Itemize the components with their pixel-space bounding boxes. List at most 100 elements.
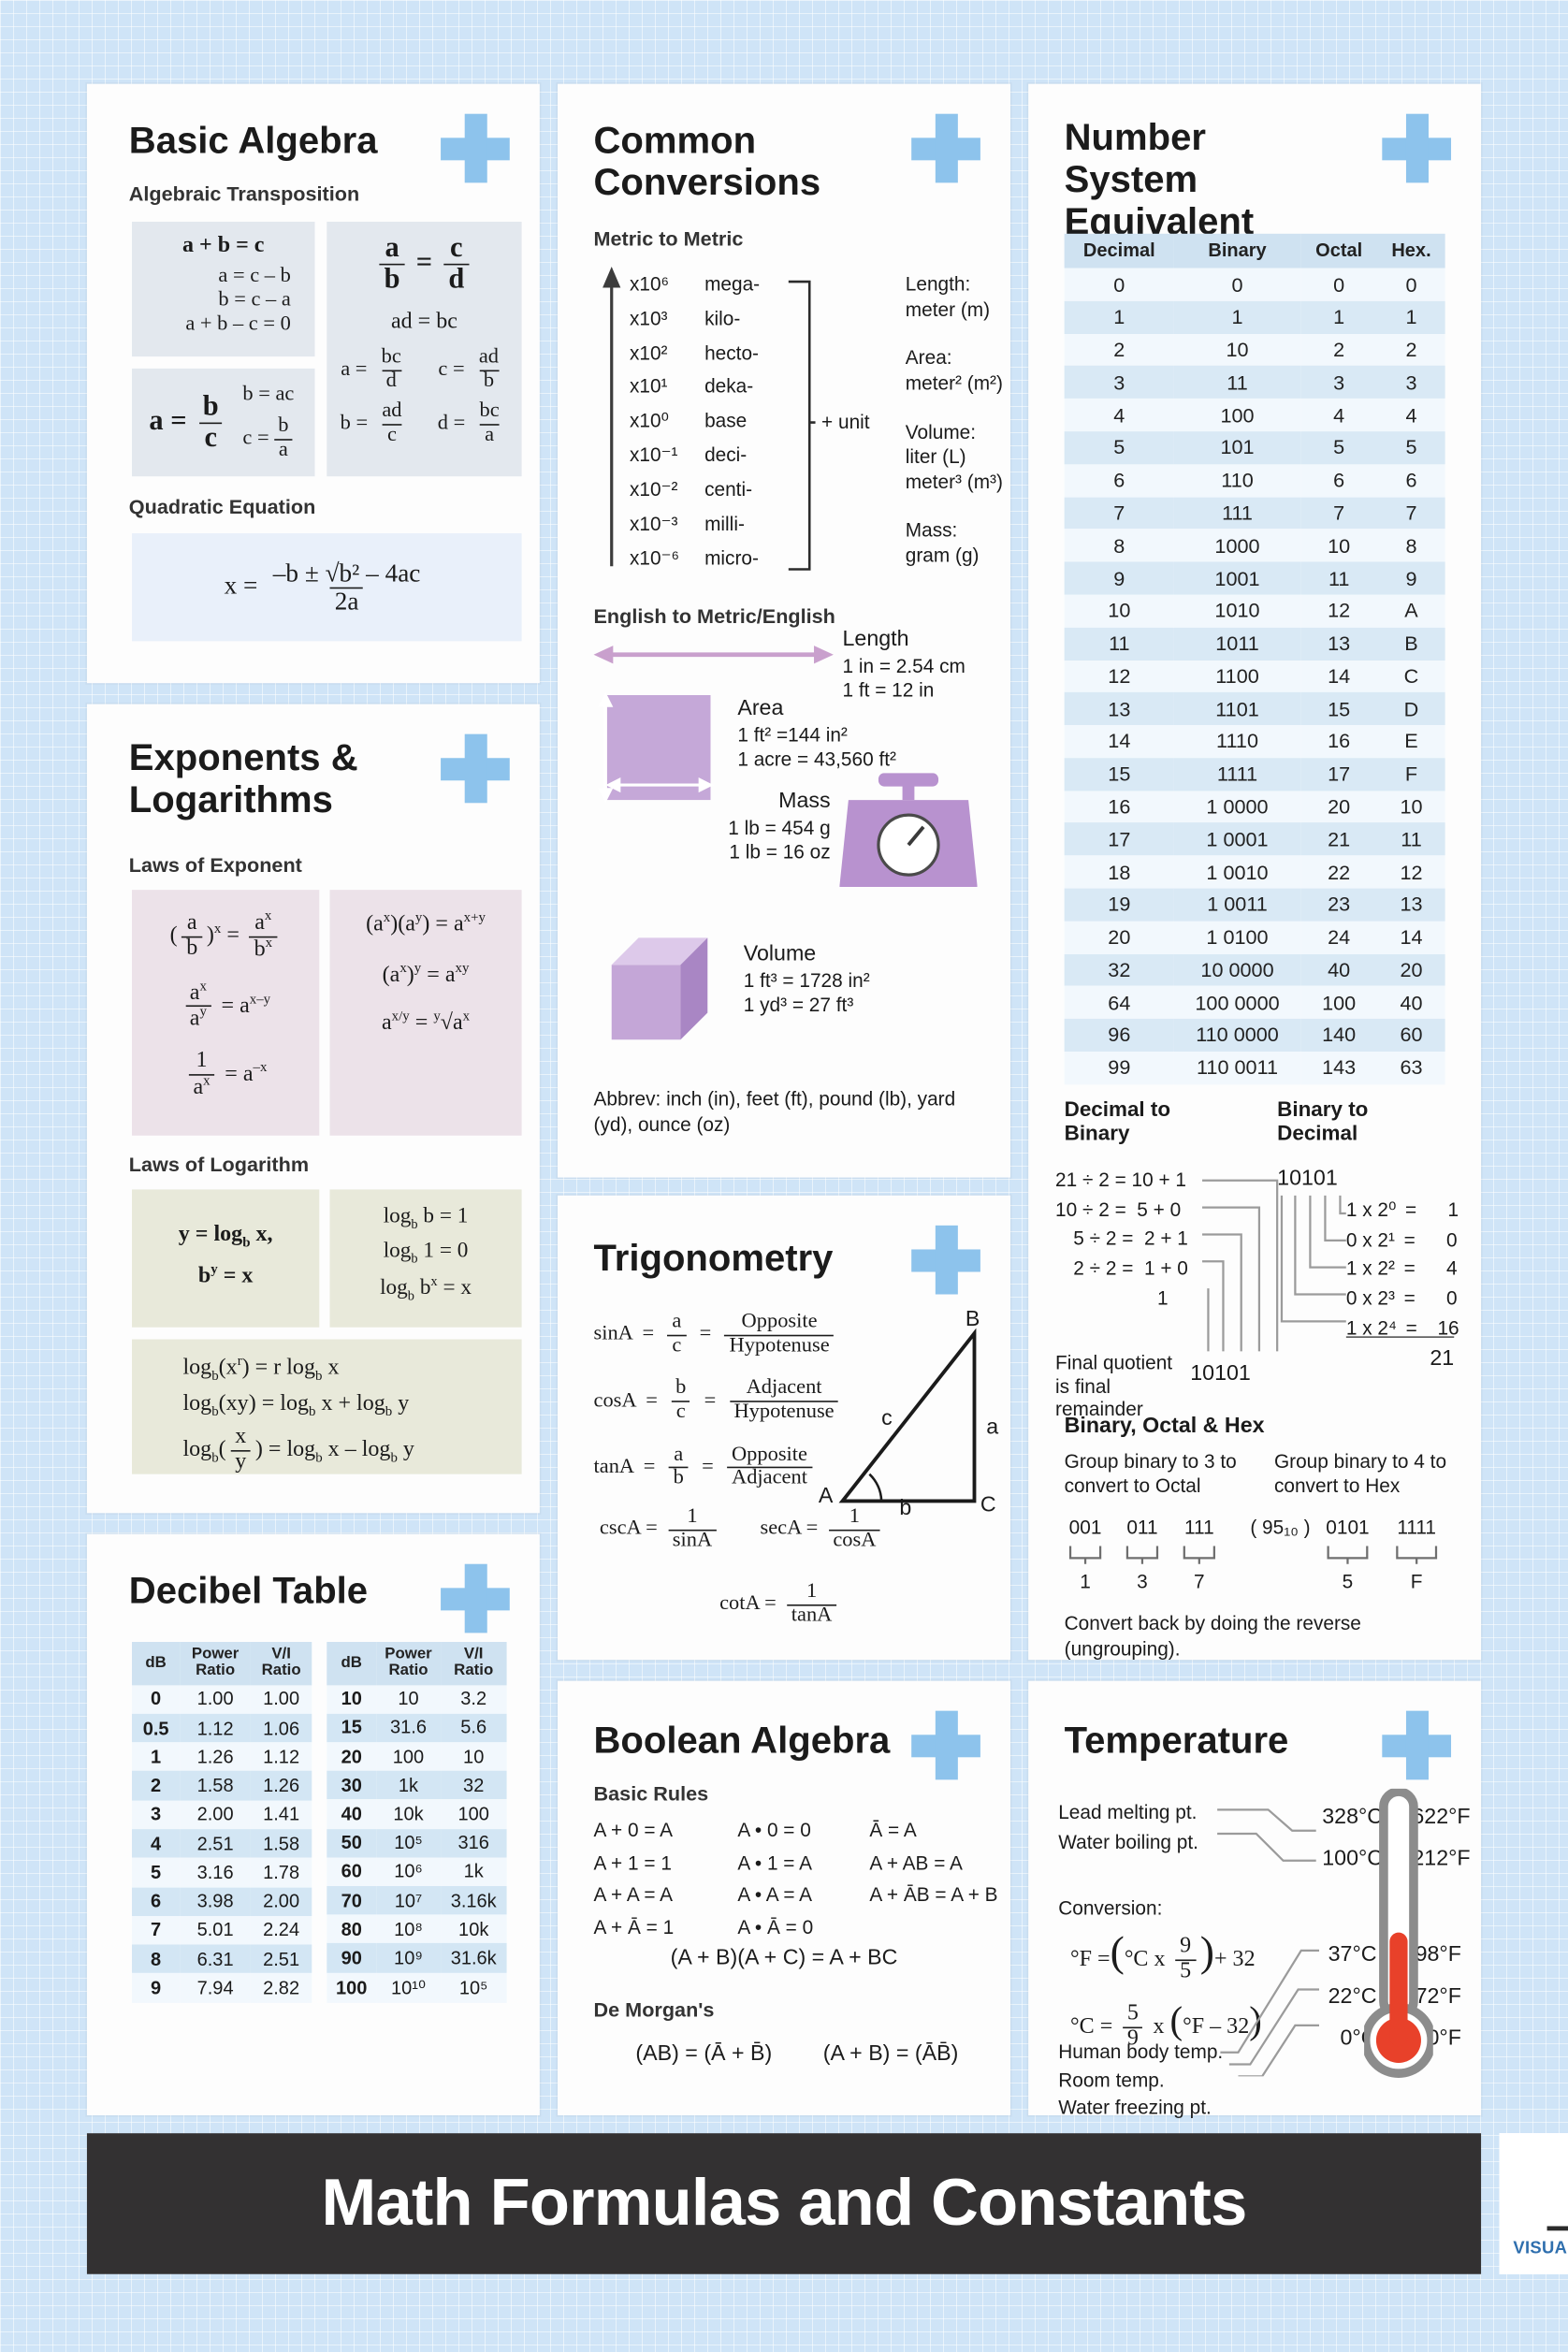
trig-recip-0-den: sinA <box>667 1529 717 1552</box>
table-cell: 1000 <box>1174 529 1300 562</box>
bool-c1-0: A + 0 = A <box>593 1818 674 1841</box>
area-square-icon <box>605 694 711 801</box>
table-cell: 1001 <box>1174 561 1300 595</box>
bool-c3-2: A + ĀB = A + B <box>869 1883 998 1907</box>
table-cell: 1 0010 <box>1174 855 1300 889</box>
table-cell: 9 <box>1377 561 1445 595</box>
table-cell: 1k <box>440 1857 507 1886</box>
table-cell: 19 <box>1064 888 1175 922</box>
octal-brackets-icon <box>1068 1546 1215 1564</box>
table-cell: 1100 <box>1174 660 1300 693</box>
table-cell: 5 <box>132 1857 181 1887</box>
btd-divider <box>1345 1336 1455 1339</box>
table-cell: 23 <box>1299 888 1378 922</box>
table-cell: 140 <box>1299 1019 1378 1052</box>
octal-note: Group binary to 3 to convert to Octal <box>1064 1450 1237 1497</box>
table-cell: 1 0001 <box>1174 822 1300 856</box>
table-cell: 3.16k <box>440 1885 507 1915</box>
formula-box-exponent-left: (a b)x = ax bx ax ay = ax–y 1 ax = a–x <box>132 890 320 1136</box>
table-cell: 10¹⁰ <box>376 1972 441 2003</box>
trig-fn-0-den: Hypotenuse <box>724 1334 835 1357</box>
table-cell: 16 <box>1299 725 1378 758</box>
unit-value-2: liter (L) <box>905 444 966 468</box>
log-left-0: y = logb x, <box>178 1222 273 1252</box>
table-row: 7 5.01 2.24 <box>132 1915 312 1945</box>
trig-recip-1-den: cosA <box>828 1529 881 1552</box>
table-cell: 3.16 <box>180 1857 251 1887</box>
table-row: 9 1001 11 9 <box>1064 561 1445 595</box>
trig-recip-1: secA = 1 cosA <box>760 1506 885 1553</box>
prefix-7: milli- <box>704 512 745 535</box>
octal-groups: 001 011 111 <box>1065 1516 1221 1541</box>
prop3-den: a <box>480 424 499 447</box>
table-cell: 40 <box>1377 986 1445 1020</box>
prefix-8: micro- <box>704 545 759 569</box>
table-cell: 1.58 <box>250 1829 312 1858</box>
table-cell: 1.58 <box>180 1771 251 1801</box>
btd-term-0: 1 x 2⁰ = 1 <box>1346 1198 1459 1224</box>
boolean-col-1: A + 0 = A A + 1 = 1 A + A = A A + Ā = 1 <box>594 1819 675 1941</box>
table-cell: 8 <box>1377 529 1445 562</box>
formula-box-log-left: y = logb x, by = x <box>132 1189 320 1328</box>
area-line-0: 1 ft² =144 in² <box>737 723 848 747</box>
table-cell: 21 <box>1299 822 1378 856</box>
card-exponents-logarithms: Exponents & Logarithms Laws of Exponent … <box>86 704 540 1514</box>
table-cell: 1101 <box>1174 692 1300 726</box>
exp-right-1: (ax)y = axy <box>382 962 470 988</box>
heading-bin-to-dec: Binary to Decimal <box>1277 1096 1369 1145</box>
table-cell: 100 <box>440 1799 507 1829</box>
btd-e2: = <box>1403 1256 1416 1280</box>
dtb-note: Final quotient is final remainder <box>1055 1351 1173 1421</box>
table-cell: 6 <box>132 1886 181 1916</box>
table-cell: 7.94 <box>180 1973 251 2003</box>
plus-icon <box>911 113 980 183</box>
area-arrows-icon <box>598 691 714 804</box>
power-6: x10⁻² <box>629 477 678 501</box>
log-bottom-2: logb(x y) = logb x – logb y <box>182 1424 414 1474</box>
hex-groups: 0101 1111 <box>1322 1516 1442 1541</box>
trig-fn-2-d: b <box>668 1467 689 1490</box>
bool-c1-1: A + 1 = 1 <box>593 1851 672 1874</box>
db-header: dB <box>132 1641 181 1685</box>
table-cell: C <box>1377 660 1445 693</box>
table-cell: 17 <box>1299 757 1378 791</box>
table-cell: 2.24 <box>250 1915 312 1945</box>
plus-unit-label: + unit <box>821 410 870 433</box>
table-cell: 10⁶ <box>376 1857 441 1886</box>
prop3-lhs: d = <box>437 413 466 436</box>
formula-sum-line-0: a = c – b <box>218 265 291 288</box>
temp-top-f-1: 212°F <box>1412 1847 1471 1871</box>
prop2-num: ad <box>382 399 402 423</box>
table-cell: 10⁷ <box>376 1885 441 1915</box>
table-cell: 1010 <box>1174 594 1300 628</box>
volume-title: Volume <box>743 942 817 966</box>
temp-bot-label-0: Human body temp. <box>1058 2040 1224 2063</box>
formula-sum-line-2: a + b – c = 0 <box>185 312 291 336</box>
bool-c2-3: A • Ā = 0 <box>737 1915 814 1938</box>
table-row: 0.5 1.12 1.06 <box>132 1713 312 1743</box>
log-right-0: logb b = 1 <box>383 1204 469 1232</box>
quadratic-num: –b ± √b² – 4ac <box>272 558 421 588</box>
formula-ratio-num: b <box>202 390 219 422</box>
length-title: Length <box>842 627 909 652</box>
trig-fn-1-n: b <box>675 1377 687 1401</box>
section-heading-quadratic: Quadratic Equation <box>128 496 316 519</box>
btd-v2: 4 <box>1446 1256 1458 1280</box>
table-cell: 10 <box>376 1684 441 1714</box>
plus-icon <box>441 733 510 804</box>
prop0-lhs: a = <box>341 358 368 382</box>
table-cell: 9 <box>1064 561 1175 595</box>
plus-icon <box>441 113 510 183</box>
table-cell: F <box>1377 757 1445 791</box>
table-cell: 4 <box>132 1829 181 1858</box>
unit-label-2: Volume: <box>905 420 977 443</box>
db-header: V/I Ratio <box>440 1641 507 1685</box>
table-cell: 10 <box>327 1684 377 1714</box>
btd-value: 10101 <box>1277 1167 1338 1192</box>
plus-icon <box>441 1563 510 1633</box>
table-cell: 0.5 <box>132 1713 181 1743</box>
table-cell: 110 0011 <box>1174 1051 1300 1084</box>
